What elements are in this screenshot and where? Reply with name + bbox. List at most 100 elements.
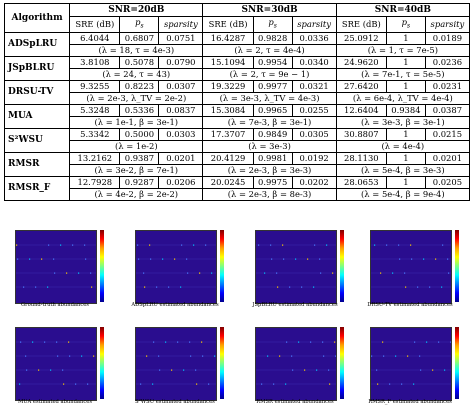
param-cell: (λ = 2e-3, β = 8e-3) bbox=[202, 187, 337, 201]
abundance-heatmap bbox=[370, 230, 452, 304]
table-row: ADSpLRU 6.4044 0.6807 0.0751 16.4287 0.9828 0.… bbox=[3, 31, 471, 57]
ps-col: ps bbox=[385, 16, 426, 33]
snr20-header: SNR=20dB bbox=[69, 3, 204, 17]
table-cell: 12.7928 bbox=[69, 175, 121, 189]
abundance-panel: JSpBLRU estimated abundances bbox=[245, 228, 357, 314]
figure-caption: Ground-truth abundances bbox=[21, 302, 89, 308]
colorbar bbox=[455, 230, 459, 302]
algorithm-name: JSpBLRU bbox=[3, 55, 71, 81]
table-cell: 0.0305 bbox=[291, 127, 337, 141]
abundance-figures: Ground-truth abundances ADSpLRU estimated… bbox=[0, 228, 474, 413]
table-cell: 5.3248 bbox=[69, 103, 121, 117]
param-cell: (λ = 18, τ = 4e-3) bbox=[69, 43, 204, 57]
table-param-row: (λ = 4e-2, β = 2e-2) (λ = 2e-3, β = 8e-3)… bbox=[5, 187, 471, 201]
figure-caption: JSpBLRU estimated abundances bbox=[252, 302, 338, 308]
table-cell: 0.0206 bbox=[158, 175, 204, 189]
param-cell: (λ = 2, τ = 4e-4) bbox=[202, 43, 337, 57]
table-cell: 5.3342 bbox=[69, 127, 121, 141]
table-cell: 13.2162 bbox=[69, 151, 121, 165]
abundance-panel: RMSR_F estimated abundances bbox=[360, 325, 472, 411]
param-cell: (λ = 5e-4, β = 3e-3) bbox=[335, 163, 471, 177]
abundance-heatmap bbox=[370, 327, 452, 401]
table-row: S²WSU 5.3342 0.5000 0.0303 17.3707 0.9849 0.03… bbox=[3, 127, 471, 153]
abundance-heatmap bbox=[135, 230, 217, 304]
param-cell: (λ = 3e-3, β = 3e-1) bbox=[335, 115, 471, 129]
table-cell: 19.3229 bbox=[202, 79, 254, 93]
table-cell: 0.0255 bbox=[291, 103, 337, 117]
abundance-heatmap bbox=[255, 230, 337, 304]
param-cell: (λ = 7e-3, β = 3e-1) bbox=[202, 115, 337, 129]
param-cell: (λ = 2e-3, β = 3e-3) bbox=[202, 163, 337, 177]
param-cell: (λ = 1e-2) bbox=[69, 139, 204, 153]
table-cell: 0.0751 bbox=[158, 31, 204, 45]
figure-caption: S²WSU estimated abundances bbox=[135, 399, 215, 405]
algorithm-name: DRSU-TV bbox=[3, 79, 71, 105]
ps-col: ps bbox=[119, 16, 160, 33]
table-cell: 6.4044 bbox=[69, 31, 121, 45]
table-param-row: (λ = 2e-3, λ_TV = 2e-2) (λ = 3e-3, λ_TV =… bbox=[5, 91, 471, 105]
table-cell: 16.4287 bbox=[202, 31, 254, 45]
param-cell: (λ = 24, τ = 43) bbox=[69, 67, 204, 81]
table-subheader-row: SRE (dB) ps sparsity SRE (dB) ps sparsit… bbox=[5, 16, 471, 33]
snr30-header: SNR=30dB bbox=[202, 3, 337, 17]
table-cell: 0.0340 bbox=[291, 55, 337, 69]
table-cell: 1 bbox=[385, 31, 426, 45]
snr40-header: SNR=40dB bbox=[335, 3, 471, 17]
table-param-row: (λ = 24, τ = 43) (λ = 2, τ = 9e − 1) (λ = … bbox=[5, 67, 471, 81]
abundance-panel: DRSU-TV estimated abundances bbox=[360, 228, 472, 314]
table-cell: 24.9620 bbox=[335, 55, 387, 69]
table-cell: 28.0653 bbox=[335, 175, 387, 189]
table-cell: 0.9287 bbox=[119, 175, 160, 189]
table-param-row: (λ = 1e-1, β = 3e-1) (λ = 7e-3, β = 3e-1)… bbox=[5, 115, 471, 129]
algorithm-name: MUA bbox=[3, 103, 71, 129]
table-cell: 0.9975 bbox=[252, 175, 293, 189]
algorithm-name: ADSpLRU bbox=[3, 31, 71, 57]
figure-caption: RMSR_F estimated abundances bbox=[368, 399, 452, 405]
abundance-panel: S²WSU estimated abundances bbox=[125, 325, 237, 411]
sre-col: SRE (dB) bbox=[202, 16, 254, 33]
param-cell: (λ = 3e-2, β = 7e-1) bbox=[69, 163, 204, 177]
table-row: MUA 5.3248 0.5336 0.0837 15.3084 0.9965 0.0255… bbox=[3, 103, 471, 129]
table-param-row: (λ = 1e-2) (λ = 3e-3) (λ = 4e-4) bbox=[5, 139, 471, 153]
table-cell: 0.5078 bbox=[119, 55, 160, 69]
ps-col: ps bbox=[252, 16, 293, 33]
param-cell: (λ = 4e-2, β = 2e-2) bbox=[69, 187, 204, 201]
table-cell: 27.6420 bbox=[335, 79, 387, 93]
results-table: Algorithm SNR=20dB SNR=30dB SNR=40dB SRE… bbox=[3, 3, 471, 201]
table-cell: 0.9981 bbox=[252, 151, 293, 165]
abundance-panel: RMSR estimated abundances bbox=[245, 325, 357, 411]
table-row: DRSU-TV 9.3255 0.8223 0.0307 19.3229 0.9977 0.… bbox=[3, 79, 471, 105]
sre-col: SRE (dB) bbox=[335, 16, 387, 33]
table-param-row: (λ = 18, τ = 4e-3) (λ = 2, τ = 4e-4) (λ = … bbox=[5, 43, 471, 57]
colorbar bbox=[340, 230, 344, 302]
colorbar bbox=[455, 327, 459, 399]
table-row: JSpBLRU 3.8108 0.5078 0.0790 15.1094 0.9954 0.… bbox=[3, 55, 471, 81]
table-cell: 1 bbox=[385, 79, 426, 93]
table-cell: 0.9828 bbox=[252, 31, 293, 45]
algorithm-name: S²WSU bbox=[3, 127, 71, 153]
table-cell: 0.0321 bbox=[291, 79, 337, 93]
sparsity-col: sparsity bbox=[158, 16, 204, 33]
table-cell: 0.0790 bbox=[158, 55, 204, 69]
table-cell: 0.0307 bbox=[158, 79, 204, 93]
figure-caption: RMSR estimated abundances bbox=[256, 399, 334, 405]
param-cell: (λ = 1e-1, β = 3e-1) bbox=[69, 115, 204, 129]
param-cell: (λ = 3e-3, λ_TV = 4e-3) bbox=[202, 91, 337, 105]
figure-caption: ADSpLRU estimated abundances bbox=[131, 302, 219, 308]
abundance-heatmap bbox=[255, 327, 337, 401]
table-cell: 0.0202 bbox=[291, 175, 337, 189]
param-cell: (λ = 6e-4, λ_TV = 4e-4) bbox=[335, 91, 471, 105]
colorbar bbox=[340, 327, 344, 399]
table-cell: 0.0205 bbox=[424, 175, 471, 189]
table-cell: 0.0201 bbox=[424, 151, 471, 165]
param-cell: (λ = 7e-1, τ = 5e-5) bbox=[335, 67, 471, 81]
table-cell: 0.0303 bbox=[158, 127, 204, 141]
abundance-heatmap bbox=[15, 230, 97, 304]
abundance-panel: ADSpLRU estimated abundances bbox=[125, 228, 237, 314]
algorithm-header: Algorithm bbox=[3, 3, 71, 33]
colorbar bbox=[100, 230, 104, 302]
table-cell: 0.5000 bbox=[119, 127, 160, 141]
table-cell: 1 bbox=[385, 151, 426, 165]
abundance-panel: Ground-truth abundances bbox=[5, 228, 117, 314]
figure-caption: MUA estimated abundances bbox=[17, 399, 93, 405]
